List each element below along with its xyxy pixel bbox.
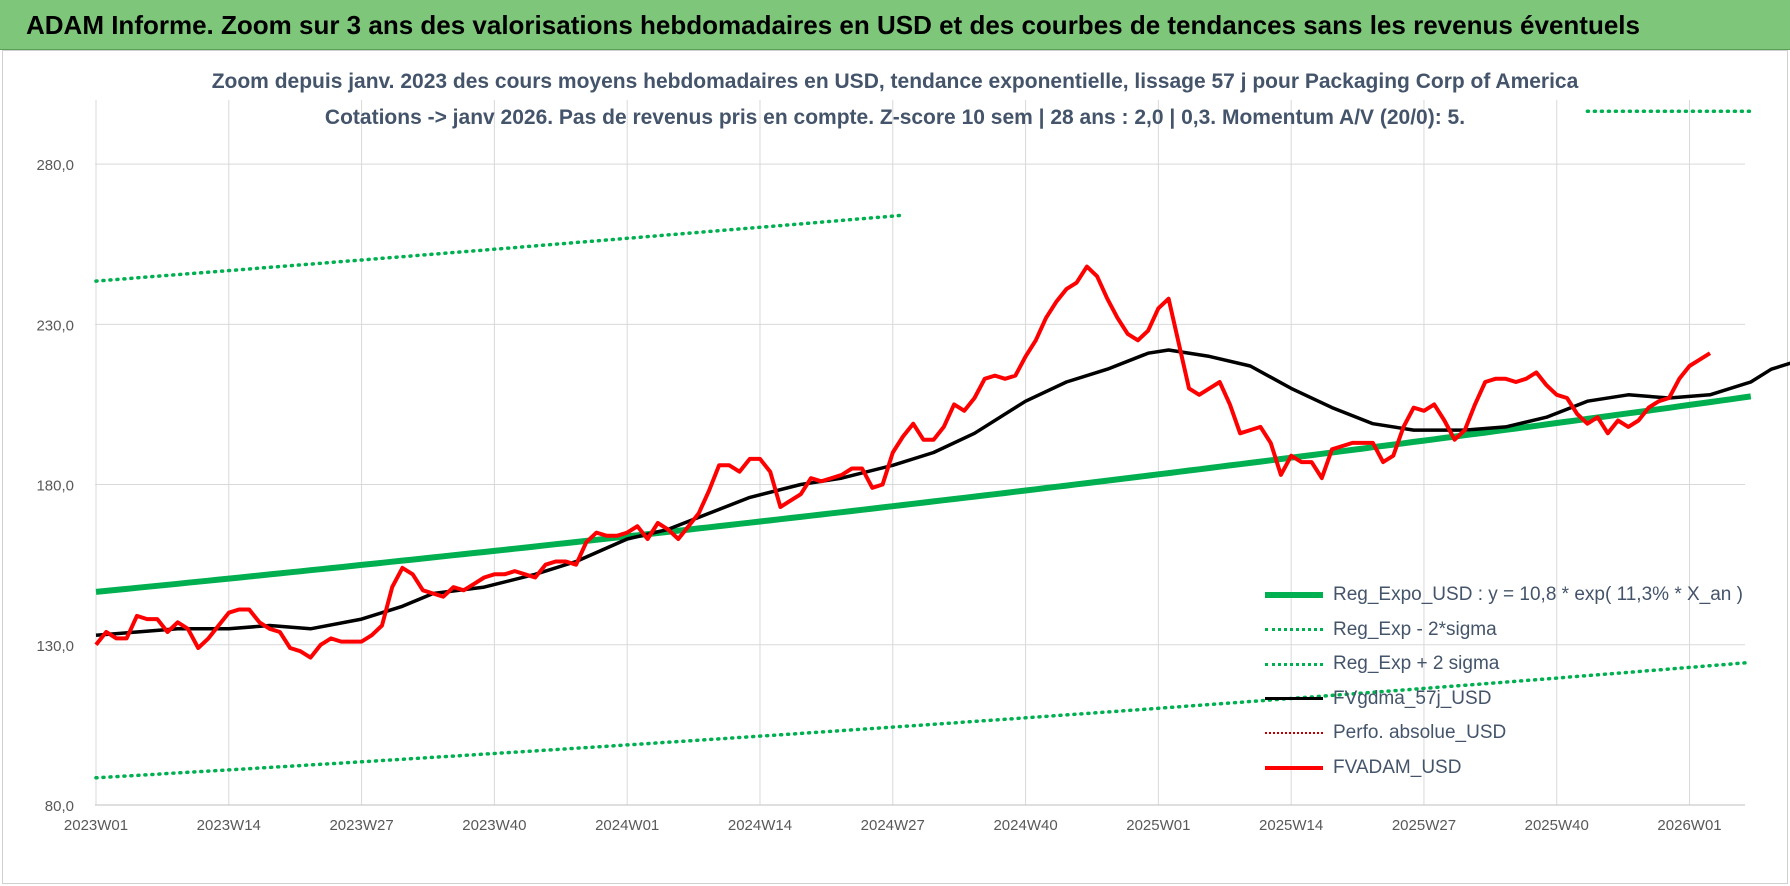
series-lines bbox=[94, 109, 1790, 780]
x-tick-label: 2023W14 bbox=[197, 817, 261, 834]
x-tick-label: 2026W01 bbox=[1657, 817, 1721, 834]
legend-swatch-reg-minus bbox=[1265, 628, 1323, 632]
legend-label-perfo: Perfo. absolue_USD bbox=[1333, 722, 1507, 744]
x-tick-label: 2025W14 bbox=[1259, 817, 1323, 834]
x-tick-label: 2024W14 bbox=[728, 817, 792, 834]
series-reg-plus-2sigma bbox=[94, 213, 905, 283]
series-reg-expo bbox=[95, 393, 1752, 595]
x-tick-label: 2024W27 bbox=[861, 817, 925, 834]
x-axis-ticks: 2023W01 2023W14 2023W27 2023W40 2024W01 2024W… bbox=[64, 817, 1722, 834]
series-fvadam bbox=[94, 264, 1712, 660]
x-tick-label: 2025W40 bbox=[1525, 817, 1589, 834]
x-tick-label: 2024W01 bbox=[595, 817, 659, 834]
x-tick-label: 2023W27 bbox=[329, 817, 393, 834]
legend-swatch-reg-expo bbox=[1265, 592, 1323, 599]
series-fvgdma-57j bbox=[95, 348, 1790, 637]
legend-item-reg-minus: Reg_Exp - 2*sigma bbox=[1265, 613, 1743, 648]
legend-item-reg-expo: Reg_Expo_USD : y = 10,8 * exp( 11,3% * X… bbox=[1265, 578, 1743, 613]
legend-swatch-fvgdma bbox=[1265, 697, 1323, 701]
x-tick-label: 2025W27 bbox=[1392, 817, 1456, 834]
legend-swatch-reg-plus bbox=[1265, 662, 1323, 666]
legend-label-fvadam: FVADAM_USD bbox=[1333, 756, 1462, 778]
x-tick-label: 2025W01 bbox=[1126, 817, 1190, 834]
y-tick-label: 130,0 bbox=[36, 638, 74, 655]
y-tick-label: 280,0 bbox=[36, 157, 74, 174]
chart-title-line-2: Cotations -> janv 2026. Pas de revenus p… bbox=[324, 106, 1466, 129]
legend-item-fvgdma: FVgdma_57j_USD bbox=[1265, 682, 1743, 717]
legend-item-fvadam: FVADAM_USD bbox=[1265, 751, 1743, 786]
x-tick-label: 2023W01 bbox=[64, 817, 128, 834]
y-tick-label: 80,0 bbox=[45, 798, 74, 815]
legend-label-fvgdma: FVgdma_57j_USD bbox=[1333, 687, 1492, 709]
y-tick-label: 180,0 bbox=[36, 478, 74, 495]
legend-swatch-perfo bbox=[1265, 732, 1323, 735]
legend-swatch-fvadam bbox=[1265, 765, 1323, 770]
legend-item-reg-plus: Reg_Exp + 2 sigma bbox=[1265, 647, 1743, 682]
x-tick-label: 2024W40 bbox=[993, 817, 1057, 834]
y-axis-ticks: 80,0 130,0 180,0 230,0 280,0 bbox=[36, 157, 74, 815]
y-tick-label: 230,0 bbox=[36, 317, 74, 334]
chart-title-line-1: Zoom depuis janv. 2023 des cours moyens … bbox=[211, 70, 1579, 93]
legend-label-reg-minus: Reg_Exp - 2*sigma bbox=[1333, 618, 1497, 640]
x-tick-label: 2023W40 bbox=[462, 817, 526, 834]
gridlines bbox=[95, 100, 1745, 806]
chart-frame bbox=[2, 50, 1788, 884]
legend-label-reg-plus: Reg_Exp + 2 sigma bbox=[1333, 653, 1500, 675]
banner-title: ADAM Informe. Zoom sur 3 ans des valoris… bbox=[0, 0, 1790, 50]
legend-label-reg-expo: Reg_Expo_USD : y = 10,8 * exp( 11,3% * X… bbox=[1333, 584, 1743, 606]
legend-item-perfo: Perfo. absolue_USD bbox=[1265, 716, 1743, 751]
chart-legend: Reg_Expo_USD : y = 10,8 * exp( 11,3% * X… bbox=[1265, 578, 1743, 785]
